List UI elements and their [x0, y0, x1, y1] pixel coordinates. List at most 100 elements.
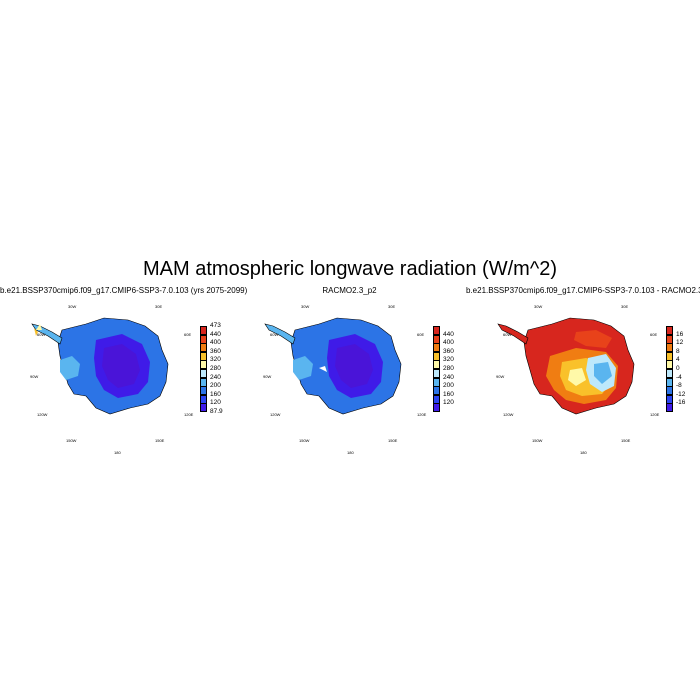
- colorbar-segment: [200, 386, 207, 396]
- lon-label: 150E: [621, 438, 631, 443]
- colorbar-segment: [433, 326, 440, 336]
- colorbar-segment: [433, 386, 440, 396]
- colorbar-segment: [200, 360, 207, 370]
- figure-title: MAM atmospheric longwave radiation (W/m^…: [143, 258, 557, 280]
- continent-fill: [31, 317, 169, 415]
- colorbar-tick-label: -16: [676, 399, 686, 407]
- map-panel-racmo: RACMO2.3_p2 30W 30E 60W 60E 90W 120W 120…: [233, 286, 466, 455]
- lon-label: 30W: [301, 304, 310, 309]
- colorbar-tick-label: 120: [443, 399, 454, 407]
- colorbar-segment: [433, 360, 440, 370]
- colorbar-tick-label: 280: [443, 365, 454, 372]
- colorbar-segment: [666, 360, 673, 370]
- colorbar-tick-label: 160: [210, 390, 221, 398]
- continent-fill: [264, 317, 402, 415]
- colorbar-segment: [666, 326, 673, 336]
- colorbar-segment: [433, 394, 440, 404]
- lon-label: 150E: [155, 438, 165, 443]
- colorbar-segment: [200, 343, 207, 353]
- lon-label: 120W: [37, 412, 48, 417]
- colorbar-segment: [433, 403, 440, 413]
- lon-label: 120W: [270, 412, 281, 417]
- colorbar-segment: [200, 351, 207, 361]
- lon-label: 150E: [388, 438, 398, 443]
- colorbar-segment: [666, 403, 673, 413]
- colorbar-tick-label: 400: [443, 339, 454, 347]
- colorbar-segment: [200, 326, 207, 336]
- colorbar-segment: [666, 369, 673, 379]
- colorbar-segment: [666, 394, 673, 404]
- lon-label: 180: [347, 450, 354, 455]
- colorbar-segment: [200, 403, 207, 413]
- lon-label: 60E: [417, 332, 425, 337]
- colorbar-tick-label: 240: [210, 373, 221, 381]
- lon-label: 60W: [503, 332, 512, 337]
- colorbar-tick-label: 320: [443, 356, 454, 364]
- colorbar-tick-label: 200: [210, 382, 221, 390]
- colorbar-tick-label: 4: [676, 356, 680, 364]
- panel-title: b.e21.BSSP370cmip6.f09_g17.CMIP6-SSP3-7.…: [466, 286, 700, 295]
- colorbar-tick-label: 200: [443, 382, 454, 390]
- colorbar-segment: [200, 369, 207, 379]
- panel-title: b.e21.BSSP370cmip6.f09_g17.CMIP6-SSP3-7.…: [0, 286, 248, 295]
- colorbar-tick-label: -12: [676, 390, 686, 398]
- continent-fill: [497, 317, 635, 415]
- colorbar-segment: [666, 351, 673, 361]
- colorbar-segment: [433, 343, 440, 353]
- lon-label: 60E: [184, 332, 192, 337]
- colorbar-tick-label: -8: [676, 382, 682, 390]
- lon-label: 60E: [650, 332, 658, 337]
- colorbar-segment: [433, 369, 440, 379]
- antarctica-map: [31, 317, 169, 415]
- lon-label: 60W: [270, 332, 279, 337]
- colorbar-segment: [666, 377, 673, 387]
- lon-label: 120E: [417, 412, 427, 417]
- lon-label: 120E: [184, 412, 194, 417]
- colorbar-tick-label: 160: [443, 390, 454, 398]
- colorbar-tick-label: 16: [676, 330, 684, 338]
- colorbar-tick-label: 12: [676, 339, 684, 347]
- panel-title: RACMO2.3_p2: [322, 286, 377, 295]
- colorbar-segment: [666, 343, 673, 353]
- lon-label: 60W: [37, 332, 46, 337]
- lon-label: 30E: [388, 304, 396, 309]
- colorbar-segment: [433, 351, 440, 361]
- colorbar-tick-label: 360: [443, 347, 454, 355]
- lon-label: 30E: [621, 304, 629, 309]
- colorbar-tick-label: 360: [210, 347, 221, 355]
- lon-label: 30W: [68, 304, 77, 309]
- colorbar-tick-label: 473: [210, 322, 221, 329]
- colorbar-tick-label: 280: [210, 365, 221, 372]
- lon-label: 90W: [496, 374, 505, 379]
- lon-label: 30E: [155, 304, 163, 309]
- colorbar-tick-label: -4: [676, 373, 682, 381]
- lon-label: 120W: [503, 412, 514, 417]
- lon-label: 180: [580, 450, 587, 455]
- map-panel-model: b.e21.BSSP370cmip6.f09_g17.CMIP6-SSP3-7.…: [0, 286, 248, 455]
- colorbar-segment: [433, 334, 440, 344]
- colorbar-tick-label: 87.9: [210, 408, 223, 415]
- antarctica-map: [264, 317, 402, 415]
- colorbar-tick-label: 440: [443, 330, 454, 338]
- colorbar-segment: [666, 334, 673, 344]
- map-panel-difference: b.e21.BSSP370cmip6.f09_g17.CMIP6-SSP3-7.…: [466, 286, 700, 455]
- colorbar-segment: [200, 377, 207, 387]
- colorbar-segment: [666, 386, 673, 396]
- colorbar-tick-label: 440: [210, 330, 221, 338]
- lon-label: 120E: [650, 412, 660, 417]
- lon-label: 150W: [66, 438, 77, 443]
- colorbar-tick-label: 320: [210, 356, 221, 364]
- lon-label: 150W: [532, 438, 543, 443]
- colorbar-segment: [200, 334, 207, 344]
- lon-label: 30W: [534, 304, 543, 309]
- colorbar-tick-label: 0: [676, 365, 680, 372]
- lon-label: 150W: [299, 438, 310, 443]
- colorbar-segment: [200, 394, 207, 404]
- lon-label: 90W: [30, 374, 39, 379]
- lon-label: 90W: [263, 374, 272, 379]
- colorbar-tick-label: 8: [676, 347, 680, 355]
- antarctica-map: [497, 317, 635, 415]
- colorbar-tick-label: 400: [210, 339, 221, 347]
- colorbar-tick-label: 120: [210, 399, 221, 407]
- lon-label: 180: [114, 450, 121, 455]
